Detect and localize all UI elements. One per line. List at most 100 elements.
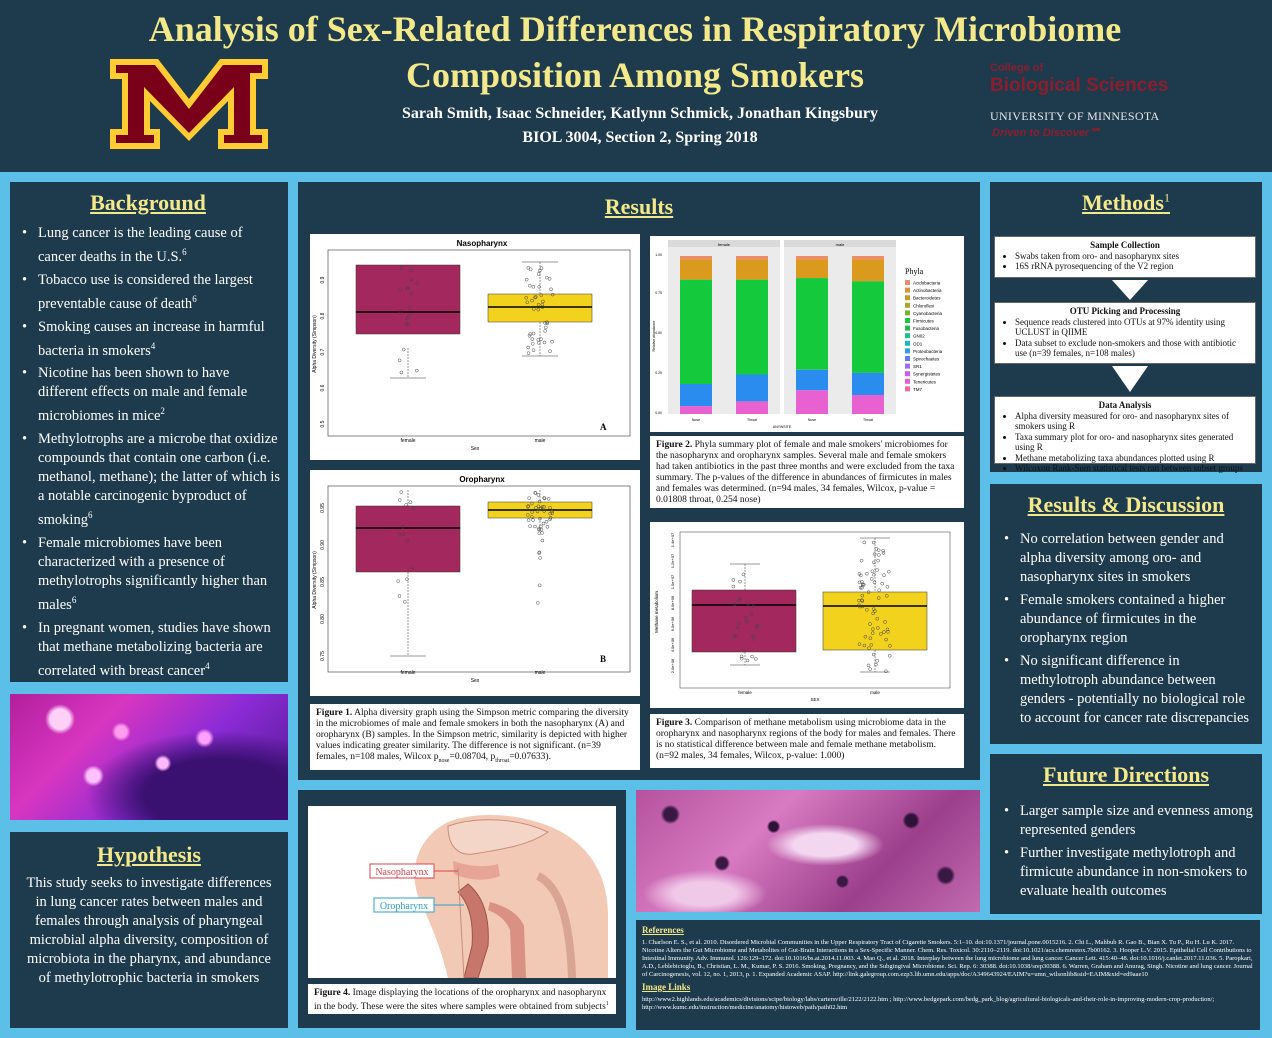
data-point [536,601,539,604]
methods-arrow-1 [1112,280,1148,300]
y-tick-label: 0.75 [320,651,326,661]
legend-swatch [905,326,910,331]
future-heading: Future Directions [996,762,1256,788]
data-point [732,585,735,588]
legend-label: Cyanobacteria [913,311,943,316]
data-point [537,341,540,344]
methane-xlabel: SEX [810,697,819,702]
data-point [546,525,549,528]
legend-label: Firmicutes [913,319,935,324]
background-list: Lung cancer is the leading cause of canc… [14,224,282,681]
list-item: Methylotrophs are a microbe that oxidize… [14,430,282,530]
data-point [876,659,879,662]
data-point [537,493,540,496]
data-point [532,332,535,335]
data-point [732,578,735,581]
legend-swatch [905,318,910,323]
data-point [543,341,546,344]
plot-a-xlabel: Sex [471,446,480,452]
stacked-bar-segment [680,280,712,384]
plot-a-ylabel: Alpha Diversity (Simpson) [312,315,318,373]
plot-b-xlabel: Sex [471,678,480,684]
stacked-bar-segment [796,390,828,414]
legend-swatch [905,280,910,285]
hypothesis-text: This study seeks to investigate differen… [20,874,278,988]
legend-label: Fusobacteria [913,326,940,331]
data-point [531,338,534,341]
references-heading: References [642,926,1254,934]
y-tick-label: 1.4e+07 [670,532,675,547]
y-tick-label: 1.2e+07 [670,553,675,568]
list-item: No correlation between gender and alpha … [996,530,1256,587]
svg-text:Nose: Nose [808,418,816,422]
data-point [865,572,868,575]
background-heading: Background [14,190,282,216]
methods-arrow-2 [1112,366,1148,392]
throat-anatomy-image: Nasopharynx Oropharynx [308,806,616,978]
data-point [538,532,541,535]
plot-b-female-box [356,506,460,572]
data-point [532,519,535,522]
methane-svg: Methane metabolism 2.0e+064.0e+066.0e+06… [650,522,964,708]
data-point [547,497,550,500]
stacked-bar-segment [680,406,712,414]
y-tick-label: 0.7 [320,348,326,355]
methods-box-collection: Sample Collection Swabs taken from oro- … [994,236,1256,278]
legend-label: TM7 [913,387,922,392]
plot-b-ylabel: Alpha Diversity (Simpson) [312,551,318,609]
facet-male: male [836,242,845,247]
data-point [398,595,401,598]
data-point [533,525,536,528]
data-point [545,276,548,279]
legend-swatch [905,333,910,338]
legend-swatch [905,386,910,391]
data-point [739,580,742,583]
legend-swatch [905,348,910,353]
stacked-bar-segment [680,259,712,280]
svg-text:0.25: 0.25 [655,371,662,375]
legend-swatch [905,364,910,369]
data-point [863,541,866,544]
stacked-bar-segment [852,373,884,395]
legend-label: Bacteroidetes [913,296,941,301]
list-item: Further investigate methylotroph and fir… [996,844,1256,901]
y-tick-label: 0.95 [320,503,326,513]
data-point [742,573,745,576]
data-point [527,346,530,349]
oropharynx-label: Oropharynx [380,901,428,912]
legend-swatch [905,371,910,376]
stacked-bar-segment [680,256,712,259]
legend-swatch [905,288,910,293]
phyla-legend-title: Phyla [905,267,924,276]
data-point [525,278,528,281]
legend-label: Acidobacteria [913,281,941,286]
stacked-bar-segment [736,375,768,402]
data-point [527,519,530,522]
data-point [398,359,401,362]
stacked-bar-segment [736,401,768,414]
list-item: In pregnant women, studies have shown th… [14,619,282,681]
figure4-caption: Figure 4. Image displaying the locations… [308,984,616,1014]
discussion-heading: Results & Discussion [996,492,1256,518]
list-item: Nicotine has been shown to have differen… [14,364,282,426]
stacked-bar-segment [796,259,828,278]
data-point [870,577,873,580]
list-item: Female microbiomes have been characteriz… [14,534,282,615]
y-tick-label: 0.5 [320,420,326,427]
methods-box-otu: OTU Picking and Processing Sequence read… [994,302,1256,364]
stacked-bar-segment [736,259,768,280]
methane-female-box [692,590,796,652]
discussion-panel: Results & Discussion No correlation betw… [990,484,1262,744]
list-item: Female smokers contained a higher abunda… [996,591,1256,648]
data-point [860,559,863,562]
data-point [537,272,540,275]
data-point [549,350,552,353]
discussion-list: No correlation between gender and alpha … [996,530,1256,728]
image-links-text: http://www2.highlands.edu/academics/divi… [642,996,1254,1012]
svg-text:Nose: Nose [692,418,700,422]
data-point [409,501,412,504]
data-point [867,664,870,667]
svg-text:1.00: 1.00 [655,253,662,257]
data-point [882,551,885,554]
references-text: 1. Charlson E. S., et al. 2010. Disorder… [642,939,1254,979]
